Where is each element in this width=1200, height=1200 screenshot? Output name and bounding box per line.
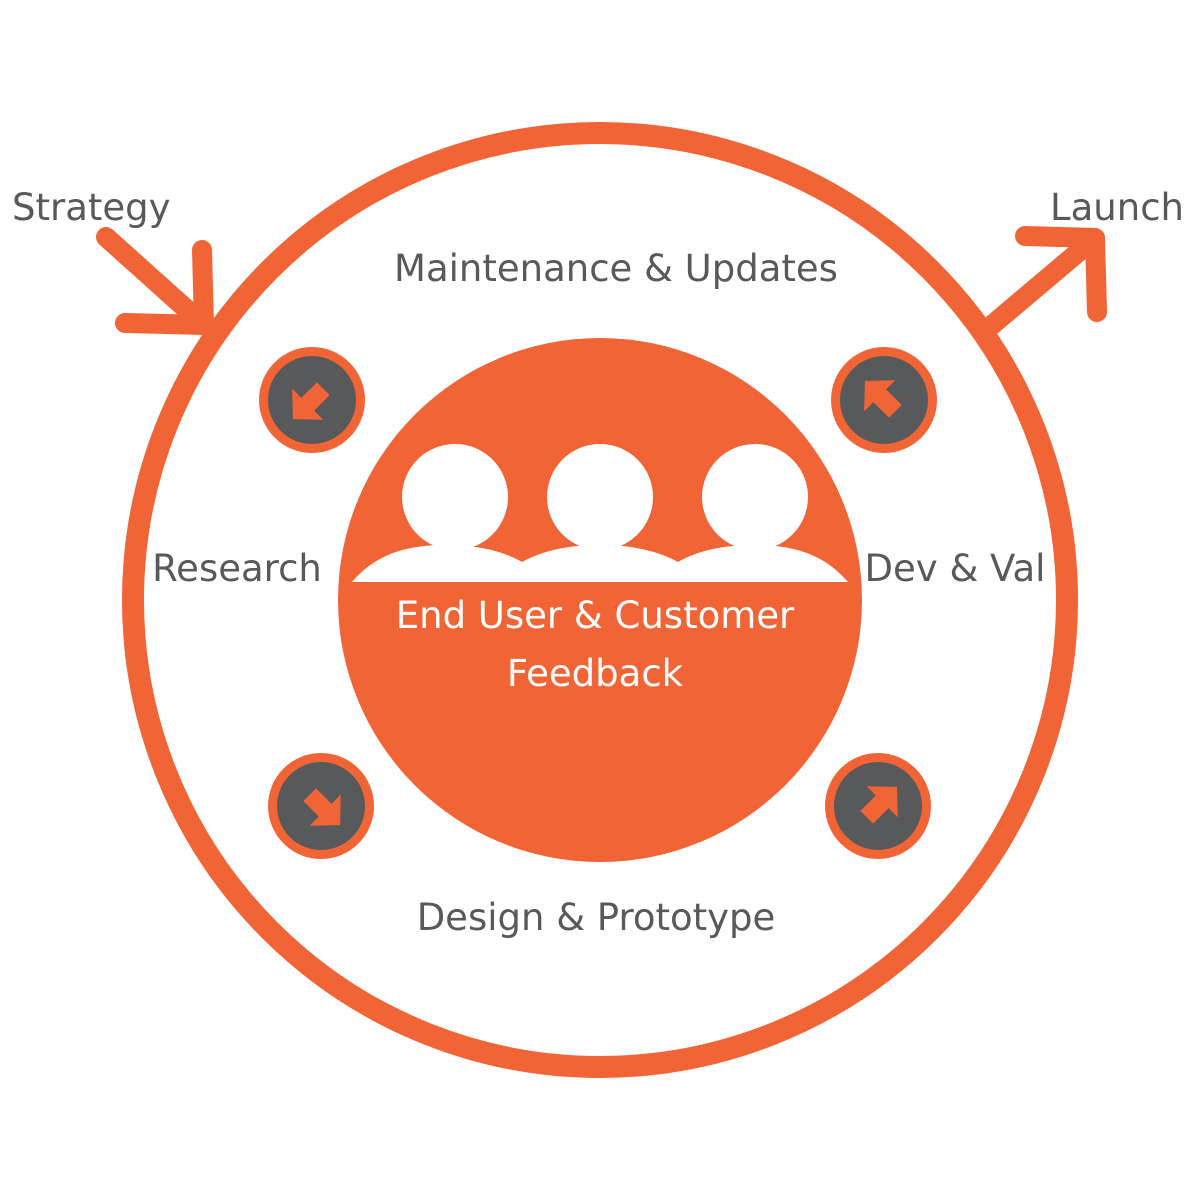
outer-cycle-ring [122, 122, 1078, 1078]
maintenance-label: Maintenance & Updates [394, 247, 838, 290]
people-icon [352, 444, 848, 582]
center-title-line1: End User & Customer [396, 594, 795, 637]
arrow-down-left-icon [292, 382, 330, 420]
arrow-badge-top-right [831, 347, 937, 453]
launch-label: Launch [1050, 186, 1184, 229]
design-label: Design & Prototype [417, 896, 776, 939]
research-label: Research [152, 547, 322, 590]
arrow-down-right-icon [303, 788, 341, 826]
entry-arrow-icon [96, 227, 214, 335]
arrow-up-right-icon [860, 786, 898, 824]
dev-val-label: Dev & Val [865, 547, 1046, 590]
arrow-badge-bottom-right [825, 753, 931, 859]
center-title-line2: Feedback [507, 652, 684, 695]
arrow-up-left-icon [864, 380, 902, 418]
strategy-label: Strategy [12, 186, 171, 229]
arrow-badge-top-left [259, 347, 365, 453]
arrow-badge-bottom-left [268, 753, 374, 859]
exit-arrow-icon [982, 226, 1107, 335]
